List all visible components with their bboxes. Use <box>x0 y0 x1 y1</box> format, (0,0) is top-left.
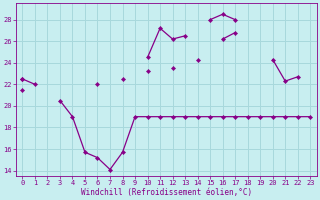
X-axis label: Windchill (Refroidissement éolien,°C): Windchill (Refroidissement éolien,°C) <box>81 188 252 197</box>
